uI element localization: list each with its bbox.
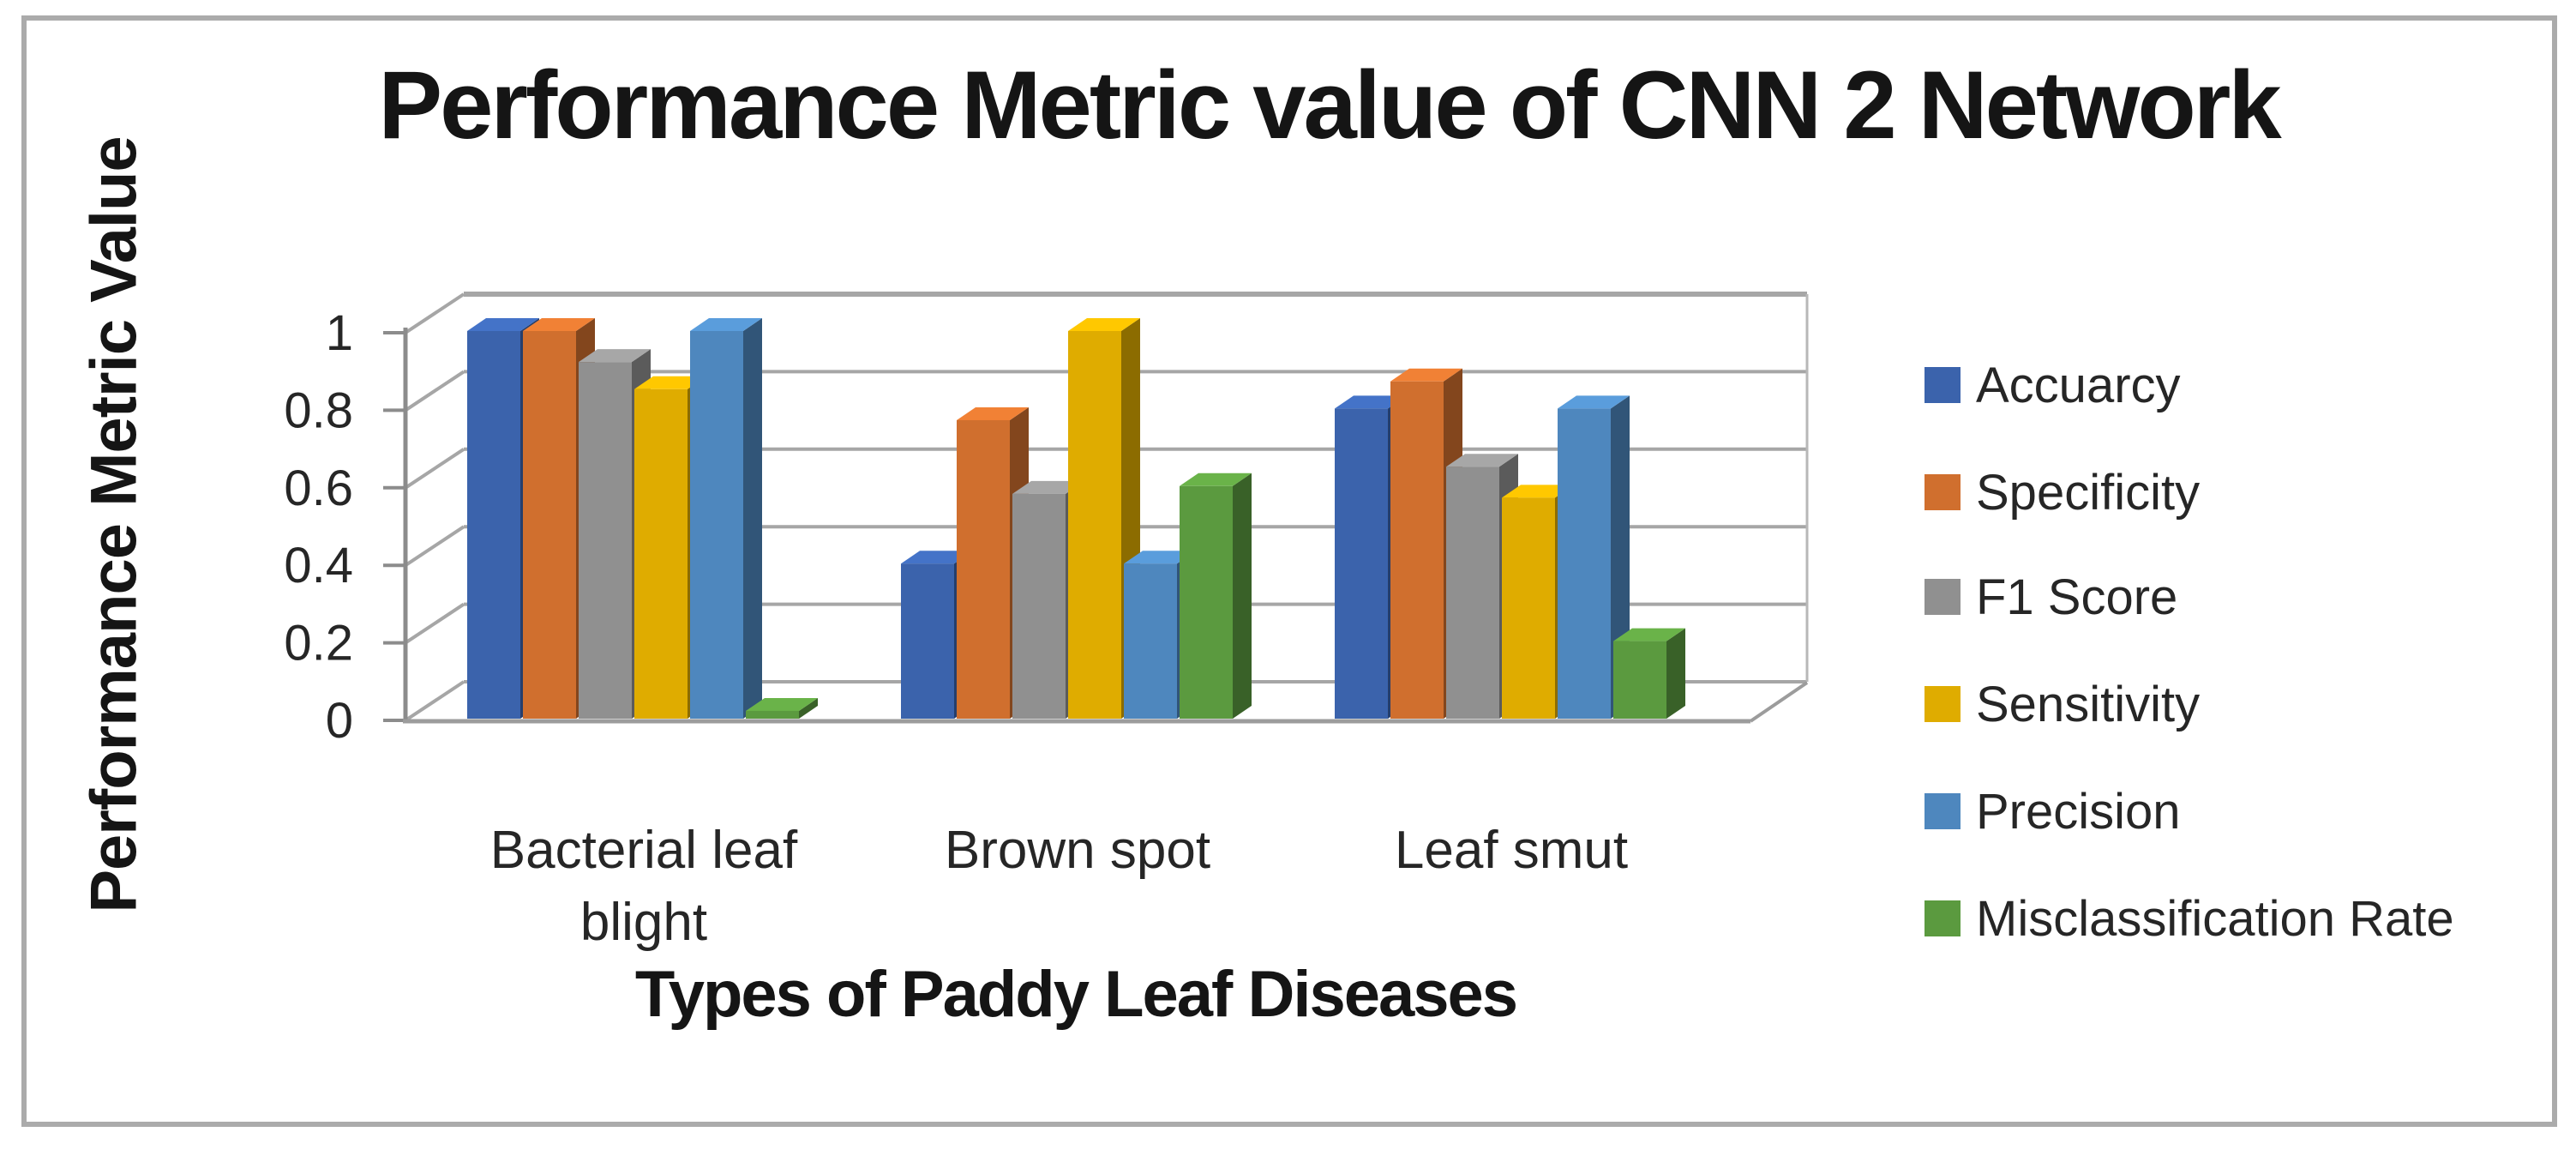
bar-front-face <box>1390 381 1444 719</box>
bar-top-face <box>523 318 595 331</box>
bar-misclassification-rate-brown-spot <box>1180 473 1252 719</box>
category-label-brown-spot: Brown spot <box>944 821 1211 880</box>
bar-top-face <box>1558 395 1630 409</box>
bar-side-face <box>1233 473 1252 719</box>
bar-top-face <box>1012 480 1084 494</box>
category-label-leaf-smut: Leaf smut <box>1394 821 1629 880</box>
bar-front-face <box>579 362 632 719</box>
bar-side-face <box>799 697 818 719</box>
legend-color-swatch <box>1924 900 1961 936</box>
bar-misclassification-rate-leaf-smut <box>1613 628 1685 719</box>
y-tick-label: 0.6 <box>284 461 353 516</box>
bar-top-face <box>901 551 973 564</box>
legend-item-precision: Precision <box>1924 783 2181 840</box>
bar-misclassification-rate-bacterial-leaf-blight <box>746 697 818 719</box>
bar-top-face <box>1502 485 1574 498</box>
bar-front-face <box>1180 485 1233 719</box>
bar-top-face <box>1180 473 1252 486</box>
bar-side-face <box>1666 628 1685 719</box>
bar-front-face <box>690 331 743 719</box>
legend-label: Sensitivity <box>1976 676 2201 732</box>
legend-item-specificity: Specificity <box>1924 464 2201 521</box>
bar-top-face <box>1446 454 1518 467</box>
gridline-depth-connector <box>404 602 465 645</box>
gridline-depth-connector <box>404 525 465 567</box>
bar-front-face <box>1446 467 1499 719</box>
y-tick-label: 0.2 <box>284 616 353 671</box>
bar-top-face <box>1335 395 1407 409</box>
y-tick-label: 0 <box>326 693 353 749</box>
bar-top-face <box>690 318 762 331</box>
y-tick-label: 0.4 <box>284 538 353 593</box>
figure-border <box>21 15 2557 1127</box>
bar-front-face <box>1012 493 1066 719</box>
legend-item-f1-score: F1 Score <box>1924 569 2178 625</box>
bar-top-face <box>1068 318 1140 331</box>
gridline-depth-connector <box>404 370 465 412</box>
bar-front-face <box>467 331 520 719</box>
bar-front-face <box>746 710 799 719</box>
legend-color-swatch <box>1924 579 1961 615</box>
bar-front-face <box>1068 331 1121 719</box>
chart-title: Performance Metric value of CNN 2 Networ… <box>378 51 2281 159</box>
bar-front-face <box>1502 497 1555 719</box>
bar-front-face <box>523 331 576 719</box>
legend-item-accuarcy: Accuarcy <box>1924 357 2181 413</box>
bar-front-face <box>1335 408 1388 719</box>
bar-front-face <box>634 388 688 719</box>
bar-top-face <box>1390 368 1462 382</box>
bar-front-face <box>1613 641 1666 719</box>
y-tick-label: 1 <box>326 305 353 361</box>
bar-top-face <box>957 406 1029 420</box>
bar-front-face <box>901 563 954 719</box>
bar-top-face <box>579 349 651 363</box>
gridline-depth-connector <box>404 680 465 722</box>
legend-label: F1 Score <box>1976 569 2178 625</box>
legend-item-misclassification-rate: Misclassification Rate <box>1924 891 2454 947</box>
bar-top-face <box>1124 551 1196 564</box>
bar-precision-leaf-smut <box>1558 395 1630 719</box>
gridline-depth-connector <box>404 292 465 334</box>
bar-top-face <box>746 697 818 711</box>
legend-label: Misclassification Rate <box>1976 890 2454 947</box>
bar-front-face <box>1558 408 1611 719</box>
x-axis-title: Types of Paddy Leaf Diseases <box>634 958 1518 1031</box>
bar-precision-bacterial-leaf-blight <box>690 318 762 719</box>
legend-color-swatch <box>1924 474 1961 510</box>
gridline-depth-connector <box>404 448 465 490</box>
category-label-bacterial-leaf-blight: Bacterial leaf blight <box>489 821 798 952</box>
legend-color-swatch <box>1924 793 1961 829</box>
legend-color-swatch <box>1924 686 1961 722</box>
legend-label: Specificity <box>1976 464 2201 521</box>
legend-label: Accuarcy <box>1976 357 2181 413</box>
bar-front-face <box>957 419 1010 719</box>
y-tick-label: 0.8 <box>284 382 353 438</box>
floor-right-edge <box>1749 681 1809 723</box>
legend-label: Precision <box>1976 783 2181 840</box>
bar-top-face <box>467 318 539 331</box>
legend-color-swatch <box>1924 367 1961 403</box>
bar-side-face <box>743 318 762 719</box>
bar-front-face <box>1124 563 1177 719</box>
legend-item-sensitivity: Sensitivity <box>1924 676 2201 732</box>
bar-top-face <box>1613 628 1685 641</box>
bar-top-face <box>634 376 706 389</box>
